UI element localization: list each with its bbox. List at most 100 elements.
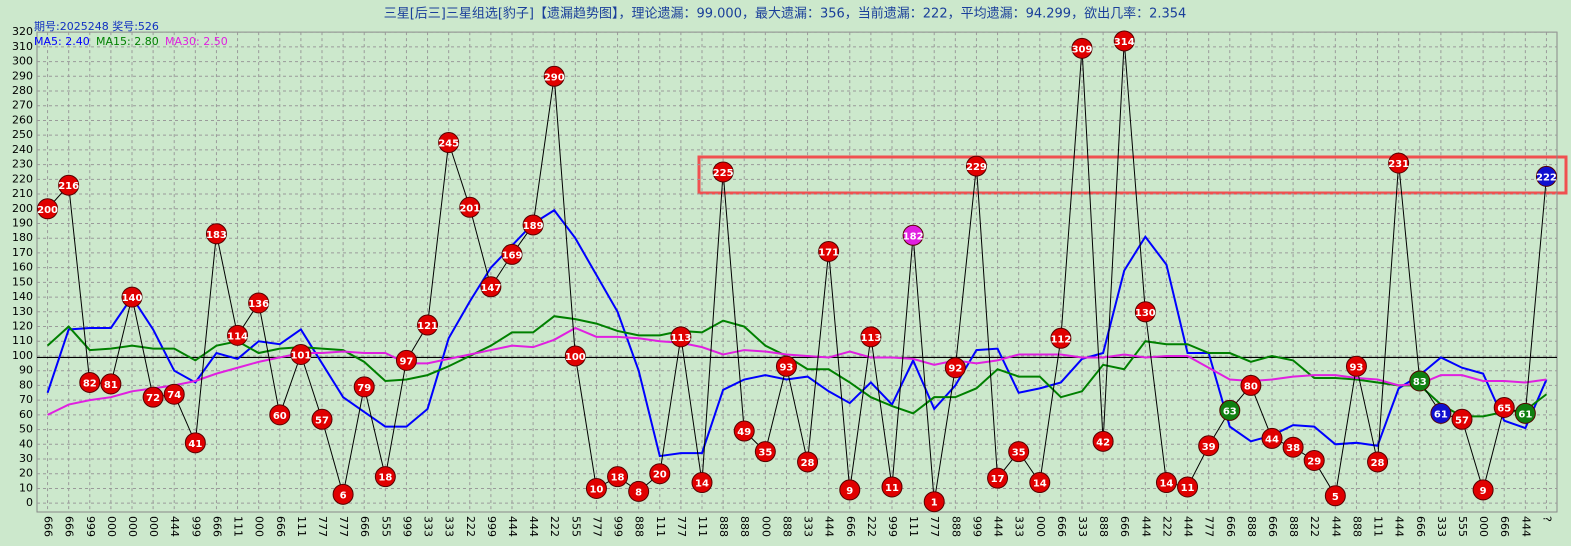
y-tick-label: 290 bbox=[12, 69, 33, 82]
marker bbox=[269, 404, 291, 426]
x-tick-label: 444 bbox=[168, 516, 181, 537]
x-tick-label: 000 bbox=[105, 516, 118, 537]
data-label: 82 bbox=[83, 378, 97, 389]
marker bbox=[163, 383, 185, 405]
data-label: 1 bbox=[931, 498, 938, 509]
data-label: 14 bbox=[695, 479, 709, 490]
data-label: 189 bbox=[523, 221, 544, 232]
x-tick-label: 111 bbox=[654, 516, 667, 537]
y-tick-label: 200 bbox=[12, 202, 33, 215]
x-tick-label: 444 bbox=[992, 516, 1005, 537]
x-tick-label: 777 bbox=[316, 516, 329, 537]
marker bbox=[1367, 451, 1389, 473]
y-tick-label: 30 bbox=[19, 452, 33, 465]
marker bbox=[1155, 472, 1177, 494]
marker bbox=[37, 198, 59, 220]
data-label: 63 bbox=[1223, 406, 1237, 417]
marker bbox=[881, 476, 903, 498]
data-label: 309 bbox=[1072, 44, 1093, 55]
marker bbox=[79, 371, 101, 393]
y-tick-label: 300 bbox=[12, 55, 33, 68]
marker bbox=[987, 467, 1009, 489]
x-tick-label: 888 bbox=[1097, 516, 1110, 537]
marker bbox=[670, 326, 692, 348]
marker bbox=[332, 483, 354, 505]
marker bbox=[1092, 430, 1114, 452]
x-tick-label: 555 bbox=[1456, 516, 1469, 537]
data-label: 60 bbox=[273, 411, 287, 422]
x-tick-label: 666 bbox=[42, 516, 55, 537]
data-label: 140 bbox=[122, 293, 143, 304]
marker bbox=[1514, 402, 1536, 424]
data-label: 28 bbox=[801, 458, 815, 469]
subtitle: 期号:2025248 奖号:526 bbox=[34, 19, 159, 33]
y-tick-label: 70 bbox=[19, 393, 33, 406]
x-tick-label: 999 bbox=[400, 516, 413, 537]
y-tick-label: 190 bbox=[12, 216, 33, 229]
marker bbox=[248, 292, 270, 314]
marker bbox=[1324, 485, 1346, 507]
marker bbox=[1050, 327, 1072, 349]
marker bbox=[227, 324, 249, 346]
y-tick-label: 270 bbox=[12, 99, 33, 112]
marker bbox=[628, 480, 650, 502]
x-tick-label: 444 bbox=[506, 516, 519, 537]
y-tick-label: 90 bbox=[19, 364, 33, 377]
x-tick-label: 000 bbox=[759, 516, 772, 537]
data-label: 83 bbox=[1413, 377, 1427, 388]
data-label: 8 bbox=[635, 487, 642, 498]
y-tick-label: 10 bbox=[19, 481, 33, 494]
data-label: 222 bbox=[1536, 172, 1557, 183]
marker bbox=[1240, 374, 1262, 396]
x-tick-label: 888 bbox=[1287, 516, 1300, 537]
data-label: 314 bbox=[1114, 37, 1135, 48]
marker bbox=[1071, 37, 1093, 59]
data-label: 10 bbox=[589, 484, 603, 495]
y-tick-label: 170 bbox=[12, 246, 33, 259]
x-tick-label: 666 bbox=[1498, 516, 1511, 537]
legend-entry: MA15: 2.80 bbox=[96, 35, 159, 48]
data-label: 18 bbox=[611, 473, 625, 484]
marker bbox=[564, 345, 586, 367]
x-tick-label: 888 bbox=[1350, 516, 1363, 537]
y-tick-label: 40 bbox=[19, 437, 33, 450]
x-tick-label: 666 bbox=[358, 516, 371, 537]
x-tick-label: 000 bbox=[1477, 516, 1490, 537]
data-label: 147 bbox=[480, 283, 501, 294]
data-label: 113 bbox=[670, 333, 691, 344]
data-label: 9 bbox=[846, 486, 853, 497]
y-tick-label: 100 bbox=[12, 349, 33, 362]
x-tick-label: 444 bbox=[1182, 516, 1195, 537]
data-label: 11 bbox=[885, 483, 899, 494]
chart-title: 三星[后三]三星组选[豹子]【遗漏趋势图】，理论遗漏：99.000，最大遗漏：3… bbox=[384, 6, 1187, 22]
x-tick-label: 444 bbox=[1139, 516, 1152, 537]
marker bbox=[142, 386, 164, 408]
data-label: 81 bbox=[104, 380, 118, 391]
x-tick-label: 000 bbox=[126, 516, 139, 537]
y-tick-label: 240 bbox=[12, 143, 33, 156]
x-tick-label: 333 bbox=[1435, 516, 1448, 537]
marker bbox=[818, 240, 840, 262]
marker bbox=[100, 373, 122, 395]
data-label: 42 bbox=[1096, 437, 1110, 448]
x-tick-label: 111 bbox=[232, 516, 245, 537]
y-tick-label: 110 bbox=[12, 334, 33, 347]
y-tick-label: 230 bbox=[12, 158, 33, 171]
data-label: 41 bbox=[188, 439, 202, 450]
marker bbox=[1134, 301, 1156, 323]
marker bbox=[902, 224, 924, 246]
x-tick-label: 999 bbox=[970, 516, 983, 537]
x-tick-label: 777 bbox=[1203, 516, 1216, 537]
marker bbox=[691, 472, 713, 494]
marker bbox=[1493, 396, 1515, 418]
marker bbox=[860, 326, 882, 348]
data-label: 61 bbox=[1518, 409, 1532, 420]
marker bbox=[395, 349, 417, 371]
marker bbox=[1219, 399, 1241, 421]
x-tick-label: 222 bbox=[464, 516, 477, 537]
marker bbox=[1472, 479, 1494, 501]
x-tick-label: 999 bbox=[189, 516, 202, 537]
x-tick-label: 666 bbox=[1055, 516, 1068, 537]
data-label: 201 bbox=[459, 203, 480, 214]
